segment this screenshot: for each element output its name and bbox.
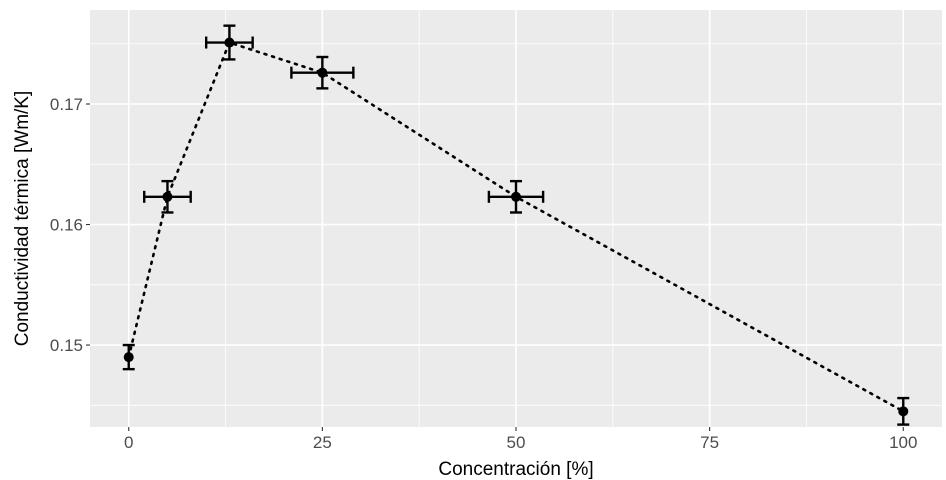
data-point <box>511 191 521 202</box>
data-point <box>317 67 328 78</box>
x-tick-label: 75 <box>700 433 719 452</box>
x-tick-label: 0 <box>124 433 133 452</box>
data-point <box>898 406 909 417</box>
x-tick-label: 50 <box>507 433 526 452</box>
x-tick-label: 25 <box>313 433 332 452</box>
y-tick-label: 0.15 <box>50 336 83 355</box>
y-tick-label: 0.17 <box>50 95 83 114</box>
data-point <box>162 191 173 202</box>
y-axis-title: Conductividad térmica [Wm/K] <box>12 91 33 347</box>
connecting-line <box>127 40 905 413</box>
x-axis-title: Concentración [%] <box>438 459 593 480</box>
data-point <box>123 352 134 363</box>
data-point <box>224 37 235 48</box>
y-tick-label: 0.16 <box>50 216 83 235</box>
data-points <box>123 37 909 417</box>
x-axis-ticks: 0 25 50 75 100 <box>124 427 917 452</box>
x-tick-label: 100 <box>889 433 917 452</box>
dotted-series-line <box>127 40 905 413</box>
y-axis-ticks: 0.15 0.16 0.17 <box>50 95 90 355</box>
